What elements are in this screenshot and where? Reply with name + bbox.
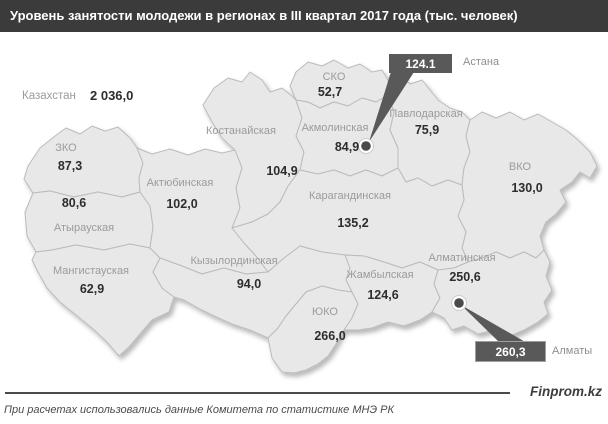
region-value-sko: 52,7 <box>317 85 343 99</box>
region-label-aktobe: Актюбинская <box>146 177 214 189</box>
region-label-akmola: Акмолинская <box>301 122 369 134</box>
region-label-pavlodar: Павлодарская <box>389 108 463 120</box>
region-value-pavlodar: 75,9 <box>414 123 440 137</box>
astana-callout-value: 124.1 <box>389 54 452 73</box>
region-label-zhambyl: Жамбылская <box>346 269 414 281</box>
region-shape-mangystau <box>31 243 175 357</box>
region-value-almaty-obl: 250,6 <box>449 270 481 284</box>
region-label-kyzylorda: Кызылординская <box>190 255 278 267</box>
region-value-zhambyl: 124,6 <box>367 288 399 302</box>
region-shape-almaty-obl <box>431 249 553 337</box>
region-value-vko: 130,0 <box>511 181 543 195</box>
region-label-atyrau: Атырауская <box>53 222 115 234</box>
region-label-vko: ВКО <box>508 161 532 173</box>
region-label-karaganda: Карагандинская <box>309 190 391 202</box>
astana-callout-pointer <box>369 72 414 142</box>
region-value-zko: 87,3 <box>57 159 83 173</box>
region-value-uko: 266,0 <box>314 329 346 343</box>
data-source-note: При расчетах использовались данные Комит… <box>4 404 394 416</box>
chart-title: Уровень занятости молодежи в регионах в … <box>0 0 608 32</box>
region-value-akmola: 84,9 <box>334 140 360 154</box>
region-value-aktobe: 102,0 <box>166 197 198 211</box>
footer-divider <box>5 392 510 394</box>
almaty-callout-pointer <box>461 305 527 343</box>
region-value-karaganda: 135,2 <box>337 216 369 230</box>
astana-city-label: Астана <box>463 56 500 68</box>
region-shape-zhambyl <box>343 254 441 331</box>
region-label-mangystau: Мангистауская <box>52 265 130 277</box>
region-label-zko: ЗКО <box>55 142 77 154</box>
almaty-city-dot-core <box>454 298 464 308</box>
region-value-kyzylorda: 94,0 <box>236 277 262 291</box>
region-value-atyrau: 80,6 <box>61 196 87 210</box>
finprom-brand-link[interactable]: Finprom.kz <box>529 384 602 399</box>
region-label-sko: СКО <box>322 71 346 83</box>
astana-city-dot-core <box>361 141 371 151</box>
region-label-almaty-obl: Алматинская <box>428 252 496 264</box>
region-value-mangystau: 62,9 <box>79 282 105 296</box>
region-label-kostanay: Костанайская <box>205 125 277 137</box>
region-shape-zko <box>23 125 144 198</box>
national-total-value: 2 036,0 <box>90 88 134 103</box>
almaty-city-label: Алматы <box>552 345 593 357</box>
region-value-kostanay: 104,9 <box>266 164 298 178</box>
national-total-label: Казахстан <box>22 90 76 102</box>
almaty-callout-value: 260,3 <box>475 341 546 362</box>
region-label-uko: ЮКО <box>312 306 338 318</box>
